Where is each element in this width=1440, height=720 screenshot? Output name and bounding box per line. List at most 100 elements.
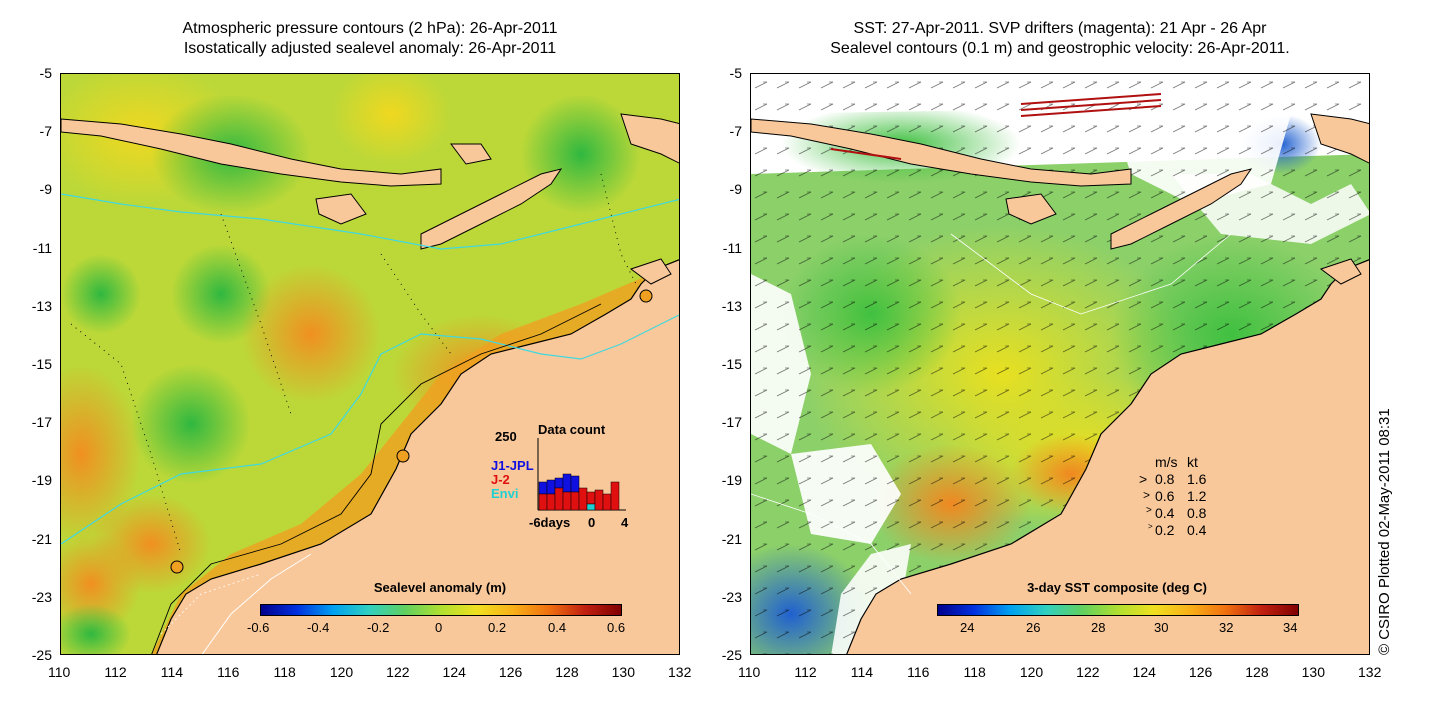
- sealevel-colorbar: Sealevel anomaly (m): [259, 580, 622, 640]
- right-y-tick-label: -5: [729, 65, 742, 81]
- bar-stack: [602, 493, 612, 511]
- velocity-arrow-icon: >: [1139, 471, 1148, 487]
- right-y-tick-label: -21: [721, 530, 742, 547]
- velocity-legend-ms: 0.6: [1155, 488, 1175, 504]
- data-count-title: Data count: [538, 422, 606, 437]
- right-x-tick-label: 132: [1358, 664, 1382, 680]
- velocity-arrow-icon: >: [1143, 488, 1151, 502]
- velocity-legend-ms: 0.8: [1155, 471, 1175, 487]
- data-count-ymax: 250: [495, 429, 517, 444]
- right-y-tick-label: -11: [722, 239, 742, 256]
- legend-envi: Envi: [491, 486, 519, 501]
- island-chain-north: [61, 118, 442, 187]
- svp-drifter-tracks: [830, 93, 1162, 160]
- right-y-tick-label: -25: [721, 647, 742, 663]
- right-y-tick-label: -15: [721, 356, 742, 372]
- inset-x-label-start: -6days: [529, 515, 571, 530]
- right-title-line1: SST: 27-Apr-2011. SVP drifters (magenta)…: [853, 20, 1267, 37]
- left-y-tick-label: -7: [39, 123, 52, 140]
- velocity-legend-kt: 0.8: [1187, 505, 1207, 521]
- data-count-bars: [537, 438, 626, 511]
- sst-tick: 34: [1283, 620, 1298, 635]
- sla-tick: 0.2: [488, 620, 507, 635]
- tide-gauge-marker: [170, 560, 184, 574]
- right-x-tick-label: 118: [963, 664, 986, 680]
- sst-colorbar: 3-day SST composite (deg C): [936, 580, 1299, 640]
- bar-stack: [610, 481, 620, 511]
- velocity-legend-ms: 0.2: [1155, 522, 1175, 538]
- bar-stack: [594, 489, 604, 511]
- left-x-tick-label: 110: [48, 664, 71, 680]
- right-x-tick-label: 116: [907, 664, 930, 680]
- velocity-legend-kt: 1.2: [1187, 488, 1207, 504]
- legend-j1-jpl: J1-JPL: [491, 458, 534, 473]
- left-x-tick-label: 116: [217, 664, 240, 680]
- left-title-line2: Isostatically adjusted sealevel anomaly:…: [183, 40, 557, 57]
- sealevel-colorbar-gradient: [260, 604, 622, 616]
- sumba-island: [315, 193, 367, 225]
- timor-island: [420, 168, 563, 250]
- sla-tick: 0.4: [548, 620, 567, 635]
- sla-tick: 0: [435, 620, 443, 635]
- left-y-tick-label: -21: [31, 530, 52, 547]
- left-title-line1: Atmospheric pressure contours (2 hPa): 2…: [182, 20, 558, 37]
- left-y-tick-label: -15: [31, 356, 52, 372]
- right-y-tick-label: -7: [729, 123, 742, 140]
- right-x-tick-label: 124: [1132, 664, 1156, 680]
- bar-stack: [570, 475, 580, 511]
- right-x-tick-label: 120: [1019, 664, 1044, 680]
- right-x-tick-label: 130: [1301, 664, 1325, 680]
- sla-tick: -0.2: [367, 620, 390, 635]
- right-x-tick-label: 126: [1188, 664, 1213, 680]
- bar-stack: [554, 477, 564, 511]
- velocity-legend: m/s kt > 0.8 1.6 > 0.6 1.2 > 0.4 0.8 > 0…: [1139, 454, 1249, 544]
- sst-colorbar-gradient: [937, 604, 1299, 616]
- inset-x-label-end: 4: [621, 515, 629, 530]
- bar-stack: [578, 487, 588, 511]
- sla-tick: 0.6: [607, 620, 626, 635]
- velocity-legend-kt: 1.6: [1187, 471, 1207, 487]
- tide-gauge-marker: [396, 449, 410, 463]
- sst-map: [751, 74, 1369, 654]
- bar-stack: [538, 481, 548, 511]
- velocity-legend-header-ms: m/s: [1155, 454, 1178, 470]
- left-y-tick-label: -13: [31, 297, 52, 314]
- right-x-tick-label: 128: [1245, 664, 1269, 680]
- right-y-tick-label: -23: [721, 588, 742, 605]
- left-x-tick-label: 112: [104, 664, 127, 680]
- sst-tick: 28: [1091, 620, 1106, 635]
- left-y-tick-label: -23: [31, 588, 52, 605]
- inset-x-label-zero: 0: [588, 515, 596, 530]
- left-x-tick-label: 118: [273, 664, 296, 680]
- left-y-tick-label: -25: [31, 647, 52, 663]
- left-x-tick-label: 120: [329, 664, 354, 680]
- right-y-tick-label: -9: [729, 181, 742, 198]
- right-x-tick-label: 122: [1076, 664, 1100, 680]
- velocity-legend-header-kt: kt: [1187, 454, 1198, 470]
- bar-stack: [562, 473, 572, 511]
- left-map-panel: Data count 250 J1-JPL J-2 Envi -6days 0 …: [60, 73, 680, 655]
- sst-tick: 24: [960, 620, 975, 635]
- left-y-tick-label: -5: [39, 65, 52, 81]
- left-x-tick-label: 122: [386, 664, 410, 680]
- left-x-tick-label: 124: [442, 664, 466, 680]
- left-x-tick-label: 126: [498, 664, 523, 680]
- left-y-tick-label: -9: [39, 181, 52, 198]
- right-x-tick-label: 112: [794, 664, 817, 680]
- sla-tick: -0.6: [247, 620, 270, 635]
- right-x-tick-label: 114: [850, 664, 874, 680]
- right-x-tick-label: 110: [738, 664, 761, 680]
- sla-tick: -0.4: [307, 620, 330, 635]
- credit-text: © CSIRO Plotted 02-May-2011 08:31: [1376, 408, 1393, 655]
- left-x-tick-label: 128: [555, 664, 579, 680]
- sst-tick: 32: [1219, 620, 1234, 635]
- sealevel-colorbar-title: Sealevel anomaly (m): [373, 580, 507, 595]
- left-x-tick-label: 130: [611, 664, 635, 680]
- left-y-tick-label: -11: [32, 239, 52, 256]
- right-y-tick-label: -13: [721, 297, 742, 314]
- island-chain-north-sst: [751, 118, 1132, 187]
- legend-j2: J-2: [491, 472, 510, 487]
- sst-colorbar-title: 3-day SST composite (deg C): [1027, 580, 1207, 595]
- right-title-line2: Sealevel contours (0.1 m) and geostrophi…: [830, 40, 1290, 57]
- right-y-tick-label: -19: [721, 472, 742, 489]
